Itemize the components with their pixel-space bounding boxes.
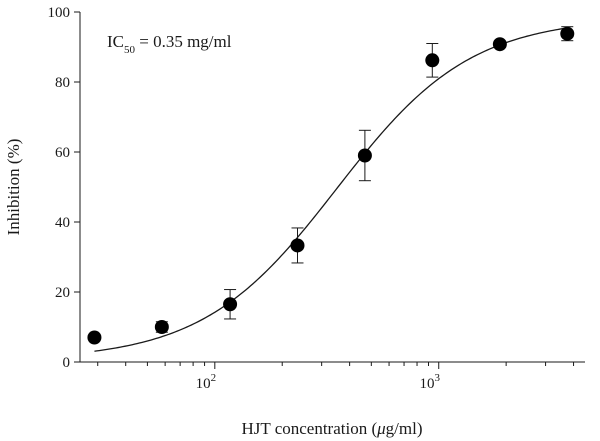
- x-tick-label: 103: [419, 372, 440, 392]
- data-point: [560, 26, 575, 41]
- y-tick-label: 0: [63, 355, 71, 371]
- data-point: [492, 37, 507, 52]
- y-tick-label: 60: [55, 145, 70, 161]
- data-point: [357, 148, 372, 163]
- data-points: [87, 26, 575, 345]
- x-axis-title: HJT concentration (μg/ml): [241, 419, 422, 438]
- data-point: [154, 320, 169, 334]
- data-point: [425, 53, 440, 68]
- y-tick-label: 20: [55, 285, 70, 301]
- y-axis-ticks: 0 20 40 60 80 100: [48, 5, 80, 371]
- y-tick-label: 40: [55, 215, 70, 231]
- ic50-annotation: IC50 = 0.35 mg/ml: [107, 32, 232, 56]
- fit-curve: [94, 27, 568, 352]
- y-tick-label: 80: [55, 75, 70, 91]
- y-axis-title: Inhibition (%): [4, 139, 23, 236]
- x-axis-ticks: 102 103: [97, 362, 575, 392]
- x-tick-label: 102: [196, 372, 217, 392]
- data-point: [223, 297, 238, 312]
- data-point: [290, 238, 305, 253]
- y-tick-label: 100: [48, 5, 71, 21]
- data-point: [87, 330, 102, 345]
